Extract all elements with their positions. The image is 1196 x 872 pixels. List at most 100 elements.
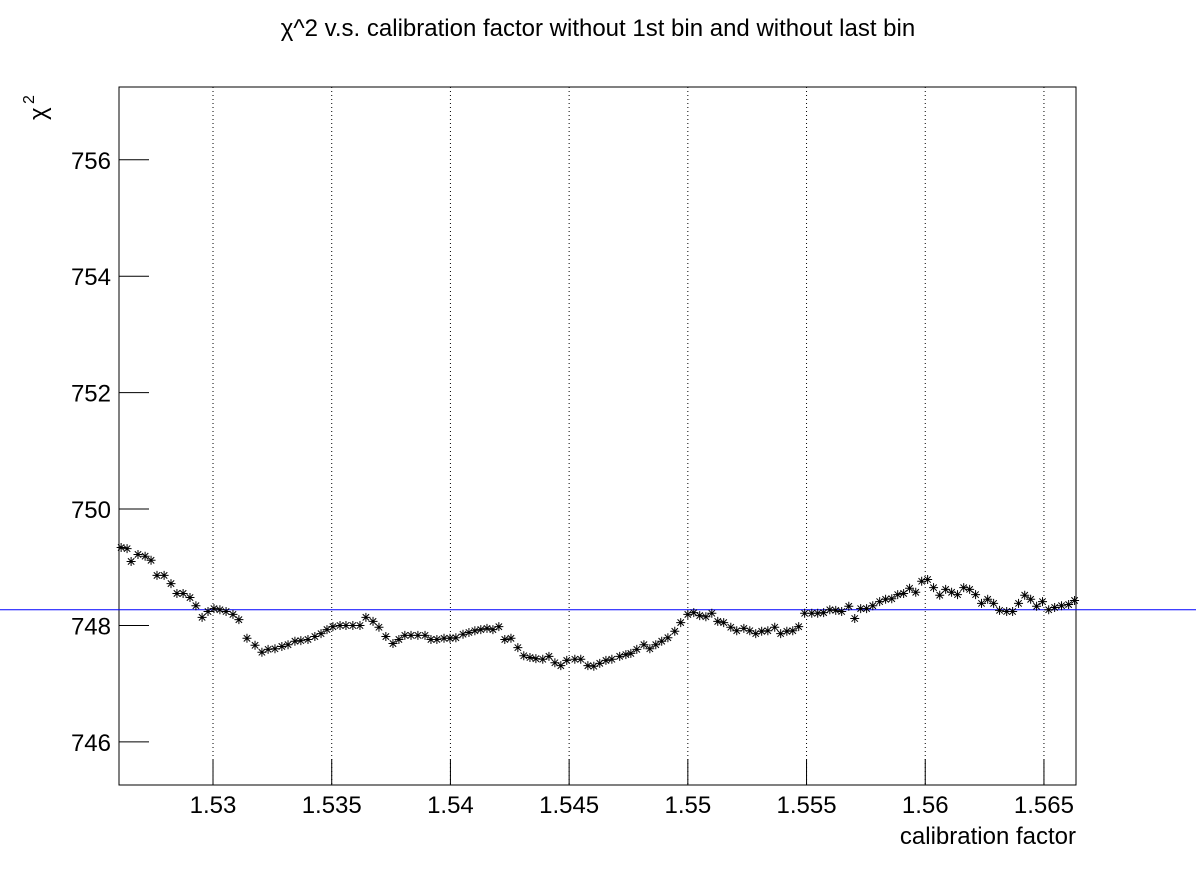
point xyxy=(917,576,927,586)
point xyxy=(140,551,150,561)
point xyxy=(544,651,554,661)
point xyxy=(426,634,436,644)
x-tick-label: 1.54 xyxy=(427,792,474,819)
point xyxy=(482,623,492,633)
point xyxy=(191,601,201,611)
point xyxy=(322,625,332,635)
point xyxy=(1070,595,1080,605)
point xyxy=(283,640,293,650)
point xyxy=(221,607,231,617)
y-tick-label: 750 xyxy=(71,497,111,524)
point xyxy=(707,608,717,618)
point xyxy=(782,626,792,636)
point xyxy=(413,630,423,640)
point xyxy=(862,604,872,614)
point xyxy=(899,588,909,598)
y-axis-label-base: χ xyxy=(25,107,52,120)
point xyxy=(215,605,225,615)
point xyxy=(831,605,841,615)
point xyxy=(1044,605,1054,615)
point xyxy=(595,658,605,668)
point xyxy=(941,584,951,594)
point xyxy=(989,598,999,608)
point xyxy=(432,634,442,644)
point xyxy=(683,609,693,619)
point xyxy=(657,636,667,646)
point xyxy=(228,609,238,619)
point xyxy=(868,601,878,611)
point xyxy=(813,608,823,618)
point xyxy=(458,629,468,639)
point xyxy=(983,594,993,604)
point xyxy=(116,542,126,552)
x-axis-label: calibration factor xyxy=(900,823,1076,850)
point xyxy=(361,612,371,622)
point xyxy=(203,607,213,617)
point xyxy=(133,549,143,559)
point xyxy=(122,544,132,554)
point xyxy=(1020,590,1030,600)
point xyxy=(381,632,391,642)
point xyxy=(152,570,162,580)
point xyxy=(445,633,455,643)
y-tick-label: 748 xyxy=(71,613,111,640)
point xyxy=(639,640,649,650)
x-tick-label: 1.545 xyxy=(539,792,599,819)
point xyxy=(739,623,749,633)
point xyxy=(556,661,566,671)
point xyxy=(185,593,195,603)
point xyxy=(400,630,410,640)
point xyxy=(388,639,398,649)
point xyxy=(971,590,981,600)
point xyxy=(645,644,655,654)
y-tick-label: 754 xyxy=(71,264,111,291)
point xyxy=(525,653,535,663)
point xyxy=(420,630,430,640)
point xyxy=(947,587,957,597)
point xyxy=(965,584,975,594)
x-tick-label: 1.55 xyxy=(664,792,711,819)
point xyxy=(209,604,219,614)
point xyxy=(726,622,736,632)
point xyxy=(621,650,631,660)
point xyxy=(856,604,866,614)
point xyxy=(788,626,798,636)
point xyxy=(881,594,891,604)
point xyxy=(348,620,358,630)
point xyxy=(570,654,580,664)
point xyxy=(488,625,498,635)
point xyxy=(770,622,780,632)
point xyxy=(562,655,572,665)
point xyxy=(146,555,156,565)
point xyxy=(776,629,786,639)
point xyxy=(531,654,541,664)
point xyxy=(394,634,404,644)
point xyxy=(303,634,313,644)
point xyxy=(589,661,599,671)
point xyxy=(178,588,188,598)
point xyxy=(470,626,480,636)
point xyxy=(800,608,810,618)
point xyxy=(126,556,136,566)
point xyxy=(663,633,673,643)
point xyxy=(893,590,903,600)
y-axis-label: χ 2 xyxy=(21,95,52,120)
point xyxy=(1026,594,1036,604)
x-tick-label: 1.53 xyxy=(190,792,237,819)
point xyxy=(807,608,817,618)
point xyxy=(923,575,933,584)
point xyxy=(651,640,661,650)
y-tick-label: 756 xyxy=(71,148,111,175)
point xyxy=(270,644,280,654)
point xyxy=(172,588,182,598)
point xyxy=(887,594,897,604)
point xyxy=(632,644,642,654)
point xyxy=(506,633,516,643)
point xyxy=(316,629,326,639)
point xyxy=(451,633,461,643)
point xyxy=(341,620,351,630)
point xyxy=(695,611,705,621)
point xyxy=(263,644,273,654)
point xyxy=(1008,607,1018,617)
